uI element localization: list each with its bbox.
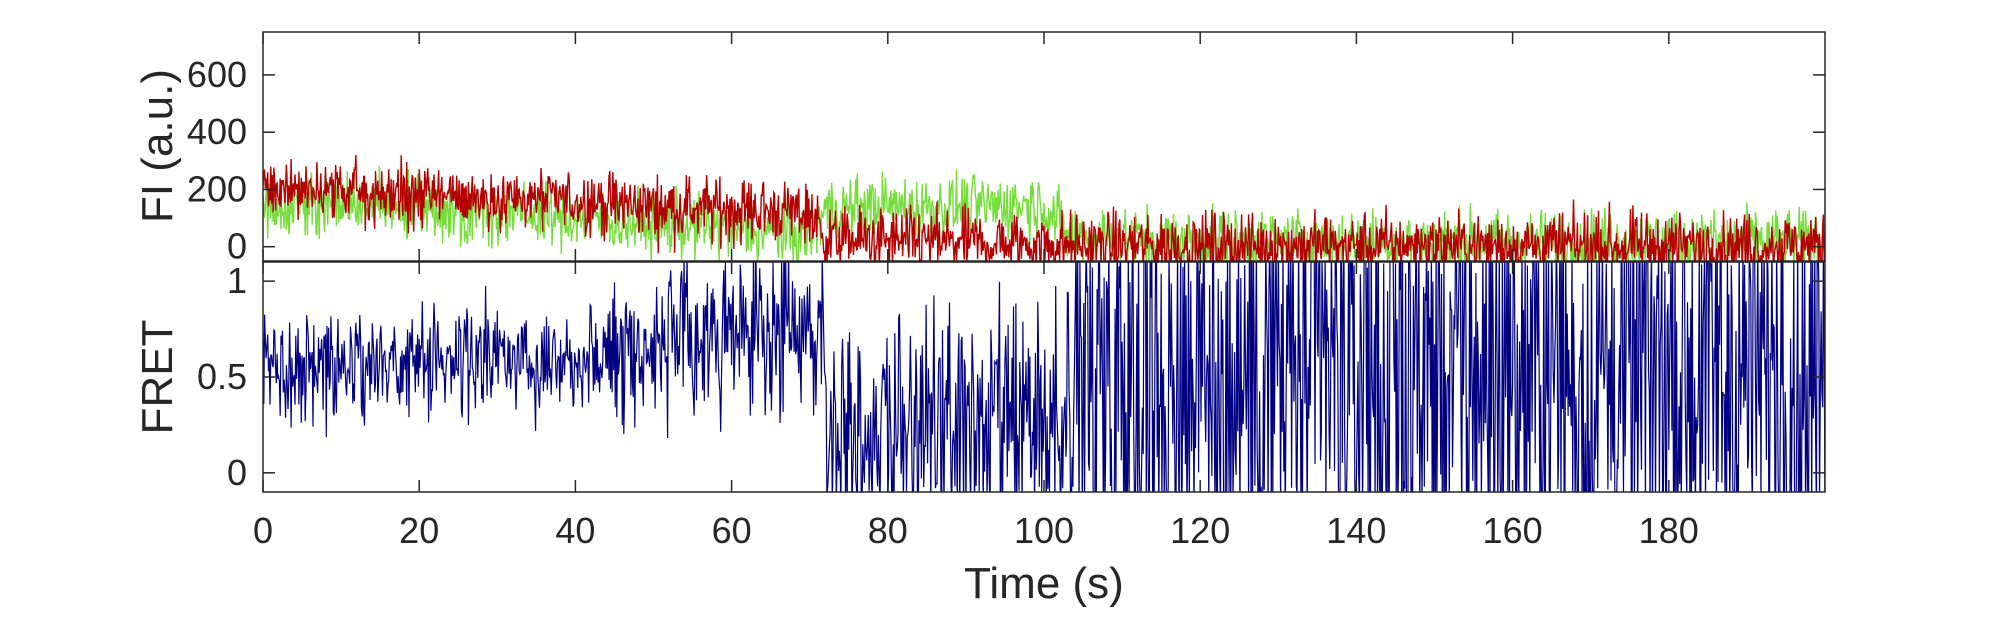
fret-traces (263, 262, 1825, 492)
fret-y-ticks: 00.51 (197, 260, 1825, 493)
fret-y-axis-label: FRET (133, 320, 182, 435)
time-x-tick-label: 80 (868, 510, 908, 551)
time-x-tick-label: 160 (1483, 510, 1543, 551)
time-x-axis-label: Time (s) (964, 559, 1124, 608)
intensity-y-tick-label: 400 (187, 111, 247, 152)
intensity-y-tick-label: 200 (187, 168, 247, 209)
time-x-tick-label: 40 (555, 510, 595, 551)
time-x-tick-label: 100 (1014, 510, 1074, 551)
fret-y-tick-label: 1 (227, 260, 247, 301)
intensity-traces (263, 154, 1825, 261)
fret-panel: 00.51 0 20 40 60 80 100 120 140 160 180 FRET Time… (133, 260, 1826, 608)
intensity-panel: 0 200 400 600 FI (a.u.) (133, 31, 1826, 267)
time-x-tick-label: 120 (1170, 510, 1230, 551)
intensity-y-tick-label: 600 (187, 54, 247, 95)
fret-y-tick-label: 0 (227, 452, 247, 493)
time-x-tick-label: 140 (1326, 510, 1386, 551)
fret-y-tick-label: 0.5 (197, 356, 247, 397)
intensity-y-ticks: 0 200 400 600 (187, 32, 1825, 267)
time-x-ticks: 0 20 40 60 80 100 120 140 160 180 (253, 262, 1699, 551)
time-x-tick-label: 20 (399, 510, 439, 551)
time-x-tick-label: 180 (1639, 510, 1699, 551)
intensity-trace-acceptor (263, 154, 1825, 261)
intensity-y-tick-label: 0 (227, 226, 247, 267)
time-x-tick-label: 60 (712, 510, 752, 551)
fret-trace (263, 262, 1825, 492)
intensity-y-axis-label: FI (a.u.) (133, 69, 182, 223)
time-x-tick-label: 0 (253, 510, 273, 551)
